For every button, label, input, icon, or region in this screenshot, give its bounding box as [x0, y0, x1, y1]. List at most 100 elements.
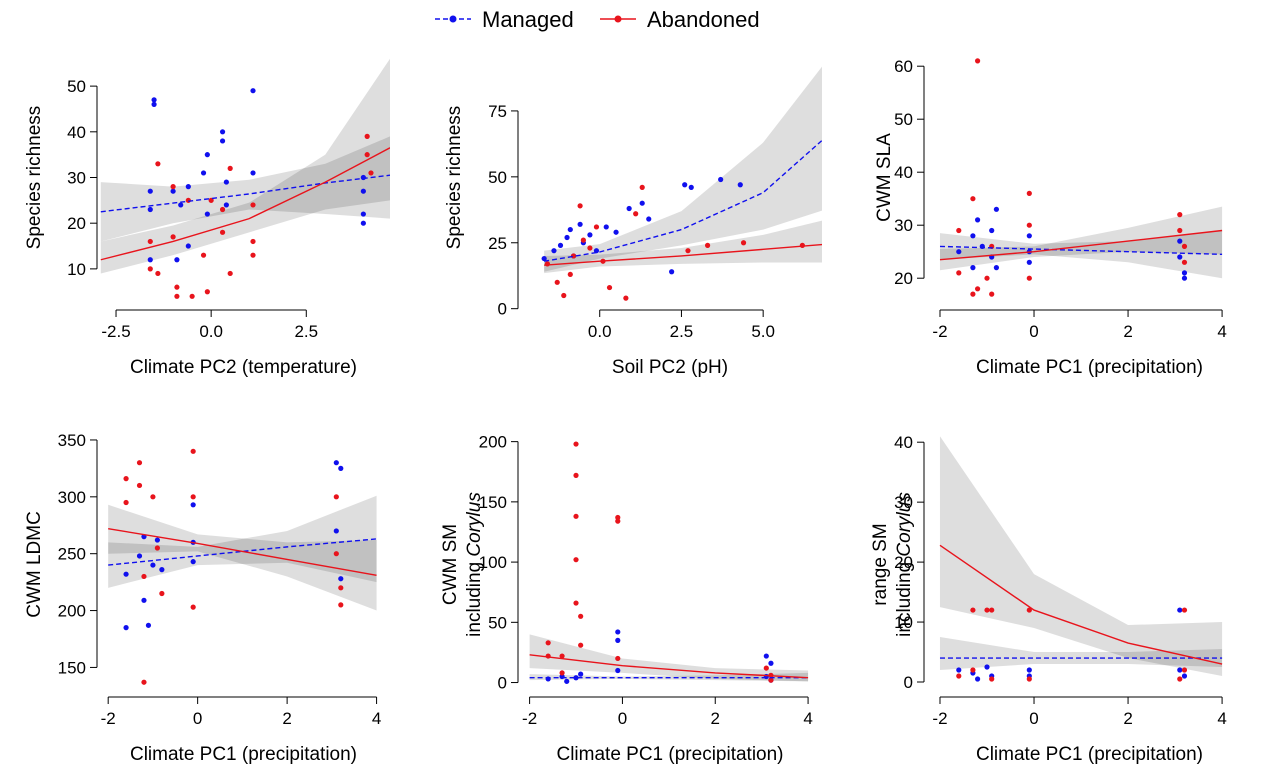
- point: [159, 567, 165, 573]
- point: [1026, 676, 1032, 682]
- point: [646, 216, 652, 222]
- point: [170, 184, 176, 190]
- confidence-band: [100, 58, 390, 274]
- fit-line: [939, 245, 1223, 256]
- point: [685, 248, 691, 254]
- point: [1181, 259, 1188, 265]
- y-axis-label-part: including: [894, 562, 915, 637]
- point: [141, 679, 147, 685]
- point: [204, 289, 210, 295]
- point: [151, 97, 157, 103]
- point: [993, 206, 1000, 212]
- point: [551, 248, 557, 254]
- y-tick-label: 350: [58, 431, 86, 450]
- fit-line: [939, 544, 1223, 665]
- y-tick-label: 30: [894, 216, 913, 235]
- confidence-band: [529, 634, 809, 682]
- point: [578, 642, 584, 648]
- point: [204, 211, 210, 217]
- point: [1026, 667, 1032, 673]
- point: [606, 284, 613, 291]
- x-tick-label: 2.5: [670, 322, 694, 341]
- x-tick-label: -2.5: [101, 322, 130, 341]
- point: [1181, 667, 1188, 673]
- point: [147, 266, 153, 272]
- x-tick-label: -2: [932, 709, 947, 728]
- y-axis-label: Species richness: [444, 106, 465, 250]
- y-tick-label: 250: [58, 545, 86, 564]
- point: [639, 200, 645, 206]
- point: [580, 237, 586, 243]
- point: [147, 238, 153, 245]
- point: [123, 476, 129, 482]
- point: [364, 133, 370, 139]
- point: [970, 233, 976, 239]
- panel: 0 50 100 150 200 -2 0 2 4 Climate PC1 (precipitat…: [440, 433, 813, 765]
- confidence-band: [939, 436, 1223, 677]
- point: [989, 291, 995, 297]
- fit-line: [108, 527, 377, 576]
- point: [338, 602, 344, 608]
- y-tick-label: 20: [67, 214, 86, 233]
- y-tick-label: 0: [498, 674, 507, 693]
- point: [190, 502, 196, 508]
- point: [615, 637, 621, 643]
- plot-area: [108, 448, 377, 685]
- point: [704, 242, 711, 248]
- y-axis-label-part: CWM SM: [440, 524, 461, 605]
- point: [615, 518, 621, 524]
- y-tick-label: 10: [894, 613, 913, 632]
- y-tick-label: 200: [58, 602, 86, 621]
- point: [333, 494, 339, 500]
- point: [974, 676, 981, 682]
- point: [170, 188, 176, 194]
- point: [613, 229, 619, 235]
- point: [718, 176, 724, 183]
- panel: 0 25 50 75 0.0 2.5 5.0 Soil PC2 (pH) Species ric…: [444, 66, 822, 378]
- y-axis-label: CWM LDMC: [24, 511, 45, 618]
- confidence-band: [939, 637, 1223, 671]
- point: [615, 514, 621, 521]
- plot-area: [529, 441, 809, 684]
- point: [573, 557, 579, 563]
- x-tick-label: 4: [372, 709, 381, 728]
- point: [250, 88, 256, 94]
- point: [154, 545, 160, 551]
- fit-line: [544, 139, 822, 262]
- point: [1177, 667, 1183, 673]
- x-axis-label: Soil PC2 (pH): [612, 357, 728, 378]
- point: [123, 625, 129, 631]
- point: [573, 441, 579, 447]
- x-tick-label: 4: [1217, 322, 1226, 341]
- point: [993, 265, 1000, 271]
- point: [577, 221, 583, 227]
- point: [190, 448, 196, 454]
- x-tick-label: 2.5: [294, 322, 318, 341]
- point: [615, 629, 621, 635]
- point: [559, 670, 565, 676]
- point: [141, 573, 147, 580]
- point: [1026, 259, 1032, 265]
- point: [564, 234, 570, 241]
- point: [984, 664, 990, 670]
- y-tick-label: 25: [488, 234, 507, 253]
- x-tick-label: 0.0: [588, 322, 612, 341]
- y-axis-label-part: range SM: [870, 523, 891, 605]
- point: [1181, 243, 1188, 249]
- y-tick-label: 150: [479, 493, 507, 512]
- point: [970, 607, 976, 613]
- point: [1026, 233, 1032, 239]
- point: [626, 205, 632, 212]
- point: [189, 293, 195, 299]
- x-tick-label: -2: [932, 322, 947, 341]
- point: [567, 226, 573, 233]
- point: [223, 202, 229, 208]
- y-axis-label: CWM SLA: [874, 133, 895, 222]
- point: [250, 252, 256, 258]
- point: [136, 482, 143, 489]
- point: [984, 607, 990, 613]
- point: [557, 242, 564, 248]
- y-axis-label-part: CWM SLA: [874, 133, 895, 222]
- point: [956, 673, 962, 679]
